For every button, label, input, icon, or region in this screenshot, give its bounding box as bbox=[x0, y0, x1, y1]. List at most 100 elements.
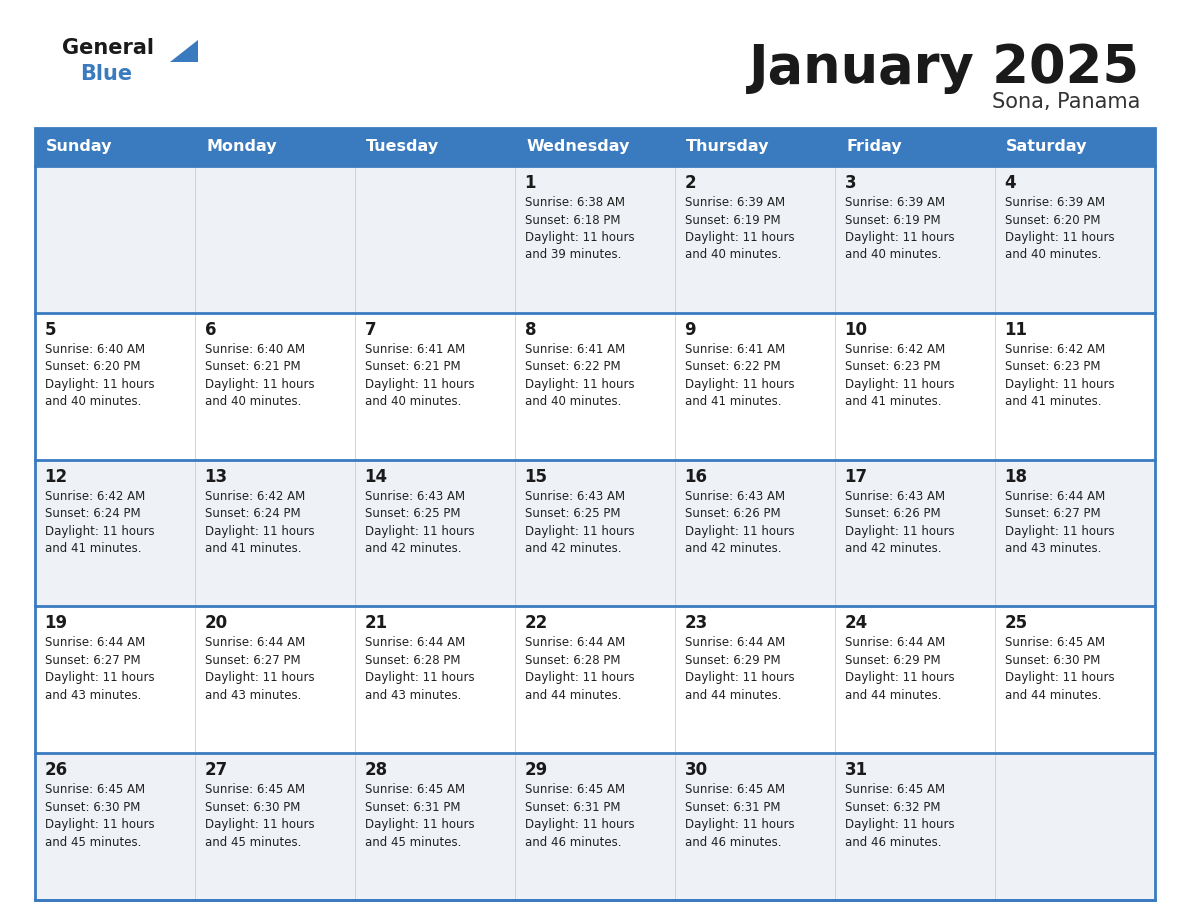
Text: and 45 minutes.: and 45 minutes. bbox=[365, 835, 461, 849]
Text: and 40 minutes.: and 40 minutes. bbox=[525, 396, 621, 409]
Text: Sunrise: 6:45 AM: Sunrise: 6:45 AM bbox=[204, 783, 305, 796]
Text: Sunrise: 6:42 AM: Sunrise: 6:42 AM bbox=[45, 489, 145, 502]
Text: Sunset: 6:27 PM: Sunset: 6:27 PM bbox=[204, 654, 301, 666]
Text: General: General bbox=[62, 38, 154, 58]
Text: and 41 minutes.: and 41 minutes. bbox=[204, 543, 301, 555]
Text: Sunset: 6:18 PM: Sunset: 6:18 PM bbox=[525, 214, 620, 227]
Text: Sunrise: 6:44 AM: Sunrise: 6:44 AM bbox=[684, 636, 785, 649]
Text: and 44 minutes.: and 44 minutes. bbox=[845, 688, 941, 702]
Text: Sunset: 6:25 PM: Sunset: 6:25 PM bbox=[365, 507, 460, 521]
Text: Daylight: 11 hours: Daylight: 11 hours bbox=[845, 524, 954, 538]
Polygon shape bbox=[170, 40, 198, 62]
Text: Sunrise: 6:42 AM: Sunrise: 6:42 AM bbox=[1005, 342, 1105, 356]
Text: Sunset: 6:22 PM: Sunset: 6:22 PM bbox=[525, 360, 620, 374]
Text: 27: 27 bbox=[204, 761, 228, 779]
Text: Sunrise: 6:44 AM: Sunrise: 6:44 AM bbox=[1005, 489, 1105, 502]
Text: Daylight: 11 hours: Daylight: 11 hours bbox=[45, 671, 154, 685]
Text: Monday: Monday bbox=[207, 140, 277, 154]
Text: and 40 minutes.: and 40 minutes. bbox=[684, 249, 781, 262]
Text: 14: 14 bbox=[365, 467, 387, 486]
Text: Daylight: 11 hours: Daylight: 11 hours bbox=[1005, 231, 1114, 244]
Text: Sunrise: 6:45 AM: Sunrise: 6:45 AM bbox=[845, 783, 944, 796]
Text: 29: 29 bbox=[525, 761, 548, 779]
Text: Daylight: 11 hours: Daylight: 11 hours bbox=[684, 524, 795, 538]
Text: Daylight: 11 hours: Daylight: 11 hours bbox=[1005, 378, 1114, 391]
Text: Sunrise: 6:45 AM: Sunrise: 6:45 AM bbox=[365, 783, 465, 796]
Text: Sunrise: 6:45 AM: Sunrise: 6:45 AM bbox=[1005, 636, 1105, 649]
Text: 16: 16 bbox=[684, 467, 708, 486]
Text: 25: 25 bbox=[1005, 614, 1028, 633]
Text: Sunrise: 6:45 AM: Sunrise: 6:45 AM bbox=[525, 783, 625, 796]
Text: Sunrise: 6:43 AM: Sunrise: 6:43 AM bbox=[525, 489, 625, 502]
Text: Sunset: 6:19 PM: Sunset: 6:19 PM bbox=[845, 214, 940, 227]
Text: and 41 minutes.: and 41 minutes. bbox=[845, 396, 941, 409]
Text: Daylight: 11 hours: Daylight: 11 hours bbox=[525, 231, 634, 244]
Text: 15: 15 bbox=[525, 467, 548, 486]
Text: Sunset: 6:29 PM: Sunset: 6:29 PM bbox=[684, 654, 781, 666]
Bar bbox=[34, 128, 195, 166]
Text: Sunset: 6:27 PM: Sunset: 6:27 PM bbox=[45, 654, 140, 666]
Text: Sunset: 6:31 PM: Sunset: 6:31 PM bbox=[684, 800, 781, 813]
Text: 31: 31 bbox=[845, 761, 867, 779]
Text: Daylight: 11 hours: Daylight: 11 hours bbox=[45, 524, 154, 538]
Text: 6: 6 bbox=[204, 320, 216, 339]
Text: Sunset: 6:23 PM: Sunset: 6:23 PM bbox=[845, 360, 940, 374]
Bar bbox=[34, 166, 1155, 313]
Text: Sunday: Sunday bbox=[46, 140, 113, 154]
Text: Daylight: 11 hours: Daylight: 11 hours bbox=[684, 378, 795, 391]
Text: Sunrise: 6:44 AM: Sunrise: 6:44 AM bbox=[525, 636, 625, 649]
Text: Sunset: 6:24 PM: Sunset: 6:24 PM bbox=[45, 507, 140, 521]
Text: Sunrise: 6:44 AM: Sunrise: 6:44 AM bbox=[45, 636, 145, 649]
Text: 19: 19 bbox=[45, 614, 68, 633]
Text: and 40 minutes.: and 40 minutes. bbox=[365, 396, 461, 409]
Text: and 45 minutes.: and 45 minutes. bbox=[204, 835, 301, 849]
Text: Sunset: 6:19 PM: Sunset: 6:19 PM bbox=[684, 214, 781, 227]
Text: Sunrise: 6:41 AM: Sunrise: 6:41 AM bbox=[365, 342, 465, 356]
Text: Sunset: 6:30 PM: Sunset: 6:30 PM bbox=[45, 800, 140, 813]
Text: Sunrise: 6:40 AM: Sunrise: 6:40 AM bbox=[204, 342, 305, 356]
Text: 5: 5 bbox=[45, 320, 56, 339]
Text: and 40 minutes.: and 40 minutes. bbox=[1005, 249, 1101, 262]
Text: and 44 minutes.: and 44 minutes. bbox=[1005, 688, 1101, 702]
Text: Daylight: 11 hours: Daylight: 11 hours bbox=[845, 671, 954, 685]
Text: Sunset: 6:32 PM: Sunset: 6:32 PM bbox=[845, 800, 940, 813]
Text: and 40 minutes.: and 40 minutes. bbox=[845, 249, 941, 262]
Text: Sunset: 6:25 PM: Sunset: 6:25 PM bbox=[525, 507, 620, 521]
Text: Daylight: 11 hours: Daylight: 11 hours bbox=[684, 818, 795, 831]
Text: Sunrise: 6:39 AM: Sunrise: 6:39 AM bbox=[684, 196, 785, 209]
Bar bbox=[34, 753, 1155, 900]
Text: Daylight: 11 hours: Daylight: 11 hours bbox=[365, 378, 474, 391]
Text: Sunset: 6:21 PM: Sunset: 6:21 PM bbox=[204, 360, 301, 374]
Text: Sunset: 6:29 PM: Sunset: 6:29 PM bbox=[845, 654, 940, 666]
Text: and 40 minutes.: and 40 minutes. bbox=[204, 396, 301, 409]
Text: Sunset: 6:27 PM: Sunset: 6:27 PM bbox=[1005, 507, 1100, 521]
Text: 8: 8 bbox=[525, 320, 536, 339]
Text: 30: 30 bbox=[684, 761, 708, 779]
Text: Sunset: 6:26 PM: Sunset: 6:26 PM bbox=[684, 507, 781, 521]
Text: 12: 12 bbox=[45, 467, 68, 486]
Text: and 43 minutes.: and 43 minutes. bbox=[1005, 543, 1101, 555]
Text: 3: 3 bbox=[845, 174, 857, 192]
Text: Blue: Blue bbox=[80, 64, 132, 84]
Text: and 43 minutes.: and 43 minutes. bbox=[204, 688, 301, 702]
Bar bbox=[195, 128, 355, 166]
Text: Sunrise: 6:42 AM: Sunrise: 6:42 AM bbox=[845, 342, 944, 356]
Text: Sunset: 6:21 PM: Sunset: 6:21 PM bbox=[365, 360, 460, 374]
Bar bbox=[34, 313, 1155, 460]
Text: Daylight: 11 hours: Daylight: 11 hours bbox=[525, 524, 634, 538]
Text: Sona, Panama: Sona, Panama bbox=[992, 92, 1140, 112]
Text: and 41 minutes.: and 41 minutes. bbox=[684, 396, 781, 409]
Text: and 43 minutes.: and 43 minutes. bbox=[45, 688, 141, 702]
Bar bbox=[34, 607, 1155, 753]
Text: Friday: Friday bbox=[846, 140, 902, 154]
Bar bbox=[996, 128, 1155, 166]
Text: Daylight: 11 hours: Daylight: 11 hours bbox=[45, 818, 154, 831]
Text: and 43 minutes.: and 43 minutes. bbox=[365, 688, 461, 702]
Text: Sunrise: 6:45 AM: Sunrise: 6:45 AM bbox=[684, 783, 785, 796]
Text: 21: 21 bbox=[365, 614, 387, 633]
Text: and 46 minutes.: and 46 minutes. bbox=[845, 835, 941, 849]
Text: Daylight: 11 hours: Daylight: 11 hours bbox=[204, 671, 314, 685]
Text: Daylight: 11 hours: Daylight: 11 hours bbox=[684, 231, 795, 244]
Text: 18: 18 bbox=[1005, 467, 1028, 486]
Bar bbox=[675, 128, 835, 166]
